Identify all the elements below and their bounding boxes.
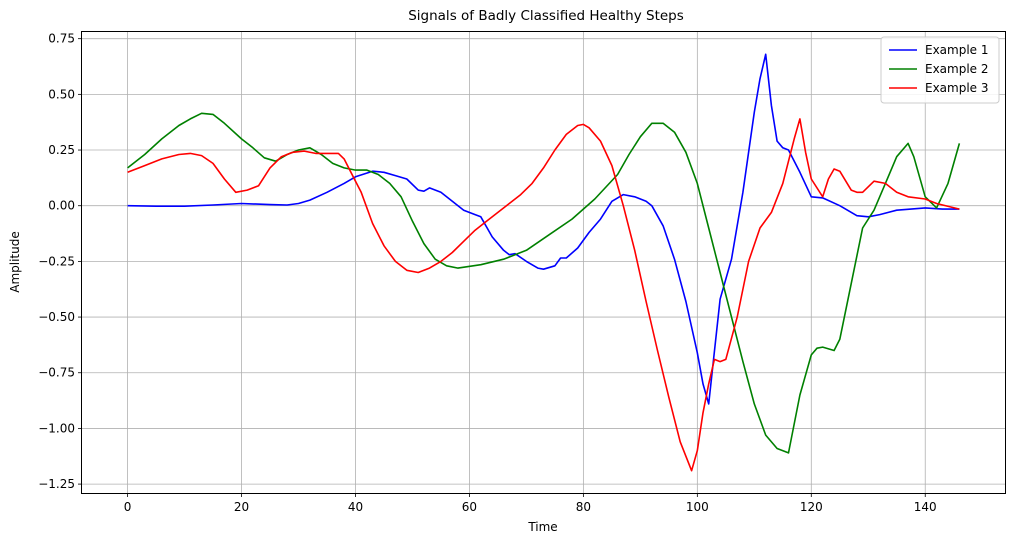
y-tick-label: −0.25 <box>38 254 75 268</box>
y-tick-label: −1.25 <box>38 477 75 491</box>
legend-label: Example 3 <box>925 81 989 95</box>
series-line-3 <box>127 118 960 472</box>
grid <box>82 32 1005 493</box>
x-tick-label: 100 <box>686 500 709 514</box>
y-tick-label: 0.75 <box>48 32 75 46</box>
y-tick-label: 0.50 <box>48 87 75 101</box>
y-tick-label: −0.50 <box>38 310 75 324</box>
y-tick-label: −1.00 <box>38 421 75 435</box>
x-tick-label: 140 <box>914 500 937 514</box>
chart-title: Signals of Badly Classified Healthy Step… <box>408 8 684 24</box>
legend-label: Example 1 <box>925 43 989 57</box>
x-tick-label: 0 <box>124 500 132 514</box>
series-line-1 <box>127 53 960 405</box>
y-axis-label: Amplitude <box>8 231 22 293</box>
x-tick-label: 20 <box>234 500 249 514</box>
series-line-2 <box>127 112 961 454</box>
legend-label: Example 2 <box>925 62 989 76</box>
series-lines <box>127 53 961 472</box>
legend: Example 1 Example 2 Example 3 <box>880 36 1000 104</box>
y-tick-label: 0.25 <box>48 143 75 157</box>
y-tick-label: 0.00 <box>48 199 75 213</box>
x-tick-label: 60 <box>462 500 477 514</box>
plot-frame <box>81 31 1006 494</box>
legend-box <box>880 36 1000 104</box>
x-tick-label: 40 <box>348 500 363 514</box>
axis-ticks: 0 20 40 60 80 100 120 140 −1.25 −1.00 −0.75 −0.50 −0… <box>38 32 936 514</box>
x-tick-label: 120 <box>800 500 823 514</box>
y-tick-label: −0.75 <box>38 366 75 380</box>
x-axis-label: Time <box>527 520 557 534</box>
x-tick-label: 80 <box>576 500 591 514</box>
